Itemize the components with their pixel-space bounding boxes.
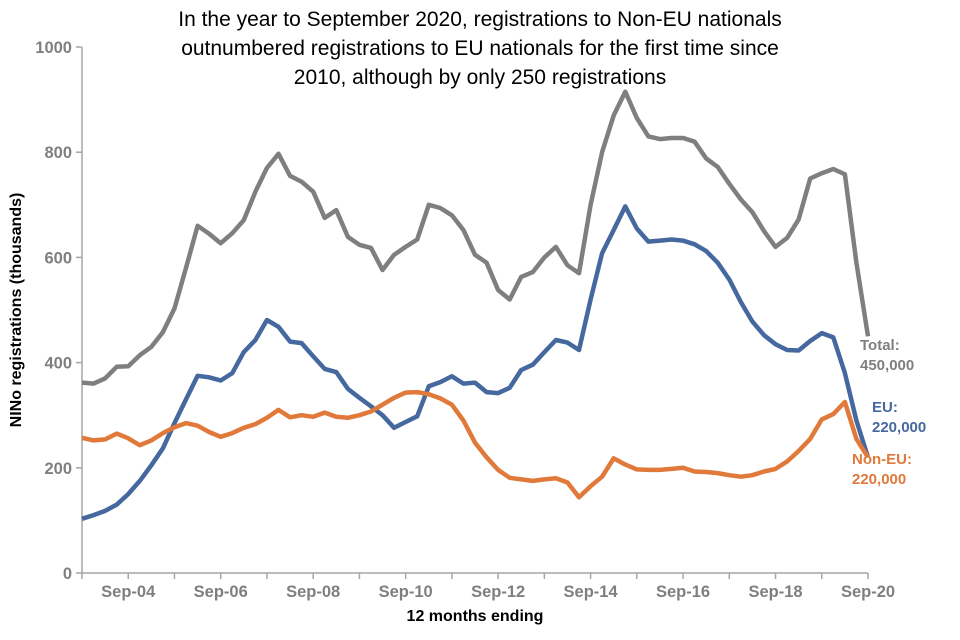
- chart-title-line-2: outnumbered registrations to EU national…: [181, 36, 779, 60]
- axis-lines: [81, 47, 868, 574]
- x-tick-label: Sep-08: [286, 583, 340, 601]
- y-tick-label: 800: [44, 144, 72, 162]
- x-tick-label: Sep-12: [471, 583, 525, 601]
- x-tick-label: Sep-20: [841, 583, 895, 601]
- x-tick-label: Sep-04: [101, 583, 156, 601]
- series-label-non-eu-name: Non-EU:: [852, 451, 912, 468]
- y-tick-label: 1000: [35, 39, 72, 57]
- x-axis-title: 12 months ending: [406, 608, 544, 625]
- series-label-non-eu: Non-EU: 220,000: [852, 450, 912, 490]
- y-tick-label: 200: [44, 460, 72, 478]
- y-tick-label: 400: [44, 355, 72, 373]
- series-label-total-name: Total:: [860, 337, 900, 354]
- series-label-non-eu-value: 220,000: [852, 471, 907, 488]
- y-tick-label: 600: [44, 249, 72, 267]
- eu-line: [81, 204, 871, 521]
- x-tick-label: Sep-18: [748, 583, 802, 601]
- y-axis-title: NINo registrations (thousands): [8, 192, 25, 428]
- series-label-total: Total: 450,000: [860, 336, 914, 376]
- non-eu-line: [81, 389, 870, 500]
- x-tick-label: Sep-14: [564, 583, 619, 601]
- y-tick-label: 0: [63, 565, 72, 583]
- x-tick-label: Sep-06: [194, 583, 248, 601]
- x-tick-label: Sep-16: [656, 583, 710, 601]
- series-label-total-value: 450,000: [860, 357, 915, 374]
- chart-title-line-1: In the year to September 2020, registrat…: [178, 8, 782, 31]
- x-tick-label: Sep-10: [379, 583, 433, 601]
- chart-title-line-3: 2010, although by only 250 registrations: [293, 65, 667, 89]
- series-label-eu-value: 220,000: [872, 419, 927, 436]
- series-label-eu: EU: 220,000: [872, 398, 926, 438]
- total-line: [81, 89, 871, 386]
- chart-title: In the year to September 2020, registrat…: [0, 6, 960, 93]
- series-label-eu-name: EU:: [872, 399, 898, 416]
